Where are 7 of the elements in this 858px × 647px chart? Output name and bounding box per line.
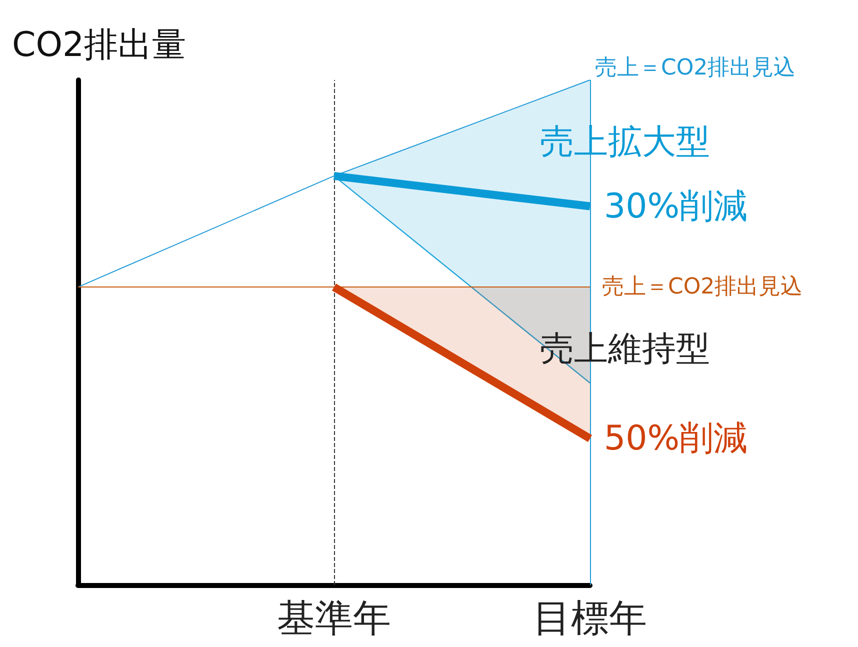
x-tick-label: 基準年 [277, 596, 391, 640]
x-tick-label: 目標年 [533, 596, 647, 640]
series-label: 30%削減 [604, 186, 748, 226]
y-axis-title: CO2排出量 [12, 25, 186, 65]
annotation: 売上＝CO2排出見込 [595, 56, 796, 80]
series-label: 50%削減 [604, 418, 748, 459]
annotation: 売上＝CO2排出見込 [602, 274, 803, 300]
